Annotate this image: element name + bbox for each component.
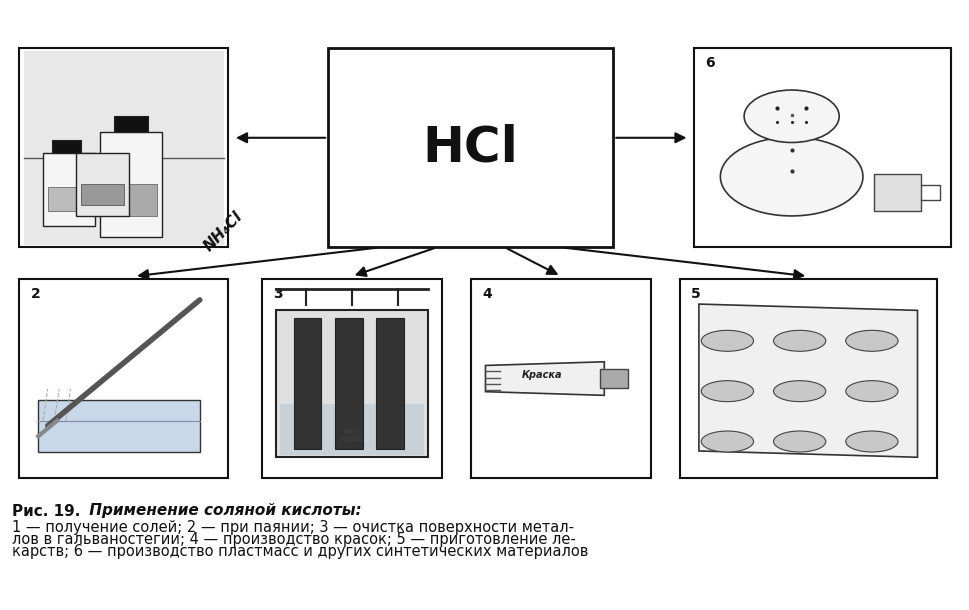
Polygon shape (484, 362, 604, 395)
Ellipse shape (845, 330, 897, 351)
Text: NH₄Cl: NH₄Cl (202, 209, 245, 254)
Bar (279, 404, 423, 455)
Bar (80, 184, 124, 206)
Text: 1 — получение солей; 2 — при паянии; 3 — очистка поверхности метал-: 1 — получение солей; 2 — при паянии; 3 —… (12, 520, 573, 535)
Bar (100, 132, 162, 237)
Text: Краска: Краска (521, 370, 562, 381)
Text: 1: 1 (31, 56, 41, 70)
Bar (105, 184, 157, 216)
Bar (114, 117, 147, 132)
Bar (328, 48, 612, 248)
Text: NaCl
AgNO₃: NaCl AgNO₃ (340, 429, 362, 442)
Ellipse shape (701, 381, 753, 401)
Circle shape (743, 90, 838, 143)
Bar (262, 279, 442, 478)
Ellipse shape (772, 431, 825, 452)
Text: HCl: HCl (422, 124, 518, 172)
Bar (694, 48, 950, 248)
Text: 6: 6 (704, 56, 714, 70)
Circle shape (720, 137, 862, 216)
Ellipse shape (845, 431, 897, 452)
Bar (77, 153, 128, 216)
Text: Рис. 19.: Рис. 19. (12, 503, 79, 518)
Ellipse shape (772, 381, 825, 401)
Ellipse shape (845, 381, 897, 401)
Bar (19, 48, 228, 248)
Text: Применение соляной кислоты:: Применение соляной кислоты: (84, 503, 361, 518)
Bar (294, 318, 321, 450)
Text: 3: 3 (272, 287, 282, 301)
Bar (52, 140, 80, 153)
Text: карств; 6 — производство пластмасс и других синтетических материалов: карств; 6 — производство пластмасс и дру… (12, 544, 587, 559)
Bar (43, 153, 95, 226)
Bar (679, 279, 935, 478)
Bar (470, 279, 650, 478)
Bar (47, 187, 90, 210)
Bar (335, 318, 362, 450)
Ellipse shape (701, 330, 753, 351)
Bar (24, 51, 223, 245)
Ellipse shape (772, 330, 825, 351)
Text: лов в гальваностегии; 4 — производство красок; 5 — приготовление ле-: лов в гальваностегии; 4 — производство к… (12, 532, 575, 547)
Bar (599, 369, 627, 388)
Bar (873, 174, 921, 210)
Polygon shape (698, 304, 917, 458)
Bar (275, 310, 427, 458)
Text: 2: 2 (31, 287, 41, 301)
Bar (19, 279, 228, 478)
Text: 5: 5 (691, 287, 701, 301)
Bar (38, 400, 200, 452)
Ellipse shape (701, 431, 753, 452)
Text: 4: 4 (482, 287, 491, 301)
Bar (376, 318, 403, 450)
